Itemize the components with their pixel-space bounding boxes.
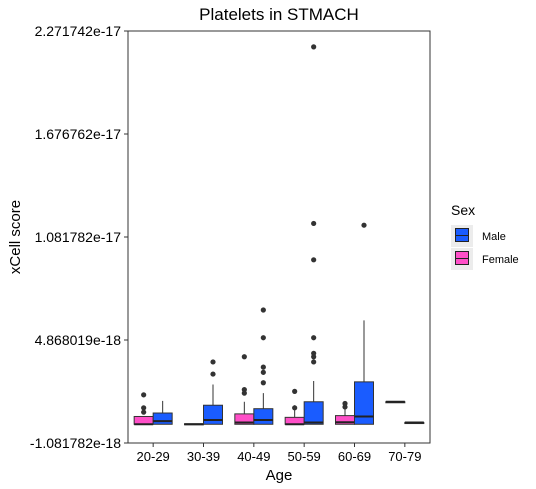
outlier-male-40-49: [260, 380, 266, 386]
outlier-female-50-59: [292, 388, 298, 394]
chart-title: Platelets in STMACH: [199, 5, 359, 24]
outlier-male-50-59: [311, 44, 317, 50]
box-male-20-29: [152, 412, 173, 425]
legend-title: Sex: [451, 202, 476, 218]
outlier-male-40-49: [260, 335, 266, 341]
outlier-male-50-59: [311, 257, 317, 263]
legend-swatch-male-median: [455, 235, 469, 236]
outlier-male-50-59: [311, 354, 317, 360]
outlier-male-40-49: [260, 307, 266, 313]
outlier-male-50-59: [311, 359, 317, 365]
x-axis-title: Age: [266, 467, 293, 484]
outlier-male-30-39: [210, 371, 216, 377]
box-male-30-39: [203, 404, 223, 425]
x-tick-label: 50-59: [288, 449, 321, 464]
y-axis-title: xCell score: [7, 200, 24, 274]
outlier-female-60-69: [342, 404, 348, 410]
outlier-male-50-59: [311, 335, 317, 341]
outlier-female-20-29: [141, 409, 147, 415]
outlier-male-40-49: [260, 364, 266, 370]
x-tick-label: 40-49: [237, 449, 270, 464]
outlier-female-20-29: [141, 405, 147, 411]
outlier-female-50-59: [292, 405, 298, 411]
box-female-20-29: [133, 415, 154, 425]
x-tick-label: 60-69: [338, 449, 371, 464]
box-male-40-49: [253, 408, 274, 425]
y-tick-label: 1.081782e-17: [35, 229, 122, 245]
box-male-60-69: [354, 381, 374, 425]
y-tick-label: -1.081782e-18: [30, 435, 121, 451]
x-tick-label: 20-29: [137, 449, 170, 464]
legend-swatch-female-median: [455, 258, 469, 259]
y-tick-label: 2.271742e-17: [35, 23, 122, 39]
legend-label-female: Female: [482, 254, 519, 266]
y-tick-label: 4.868019e-18: [35, 332, 122, 348]
box-male-50-59: [303, 401, 324, 425]
legend-label-male: Male: [482, 231, 506, 243]
box-female-50-59: [284, 416, 305, 425]
x-tick-label: 30-39: [187, 449, 220, 464]
outlier-male-60-69: [361, 222, 367, 228]
outlier-female-20-29: [141, 392, 147, 398]
outlier-female-40-49: [241, 354, 247, 360]
outlier-male-40-49: [260, 369, 266, 375]
y-tick-label: 1.676762e-17: [35, 126, 122, 142]
outlier-female-40-49: [241, 390, 247, 396]
outlier-male-30-39: [210, 359, 216, 365]
outlier-male-50-59: [311, 220, 317, 227]
x-tick-label: 70-79: [388, 449, 421, 464]
legend-key-male: [451, 225, 473, 247]
plot-panel: [127, 30, 431, 444]
legend-key-female: [451, 248, 473, 270]
